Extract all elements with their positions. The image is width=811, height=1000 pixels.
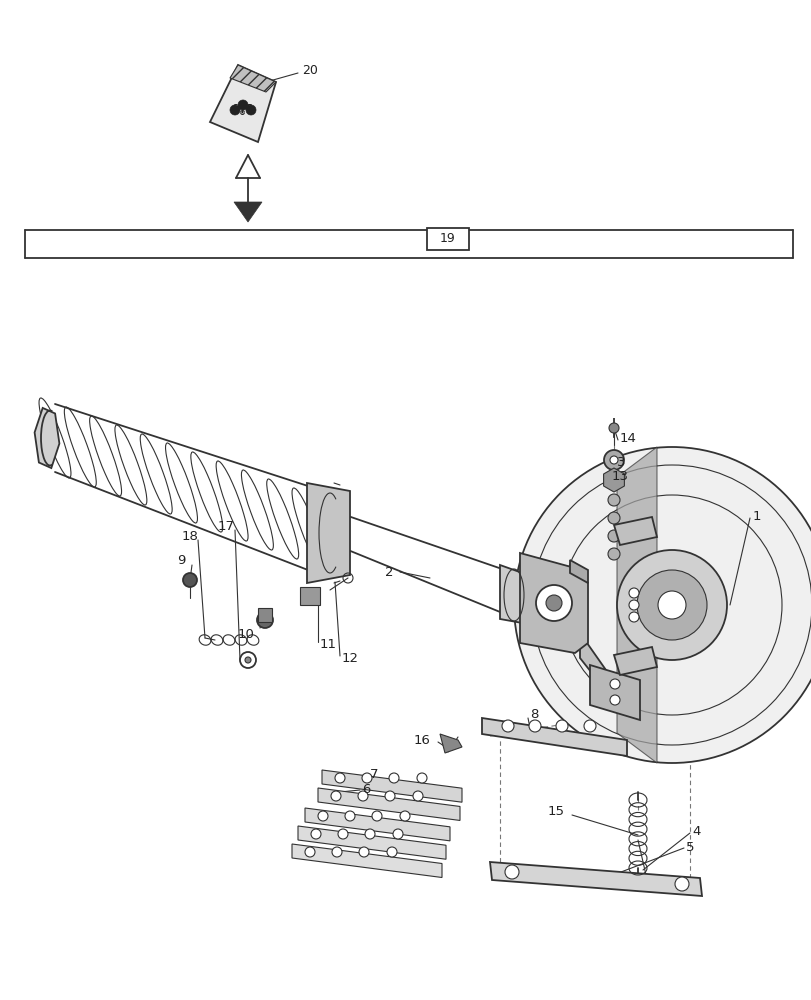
Circle shape <box>513 447 811 763</box>
Polygon shape <box>292 844 441 877</box>
Circle shape <box>245 657 251 663</box>
Circle shape <box>607 494 620 506</box>
Polygon shape <box>305 808 449 841</box>
Polygon shape <box>489 862 702 896</box>
Text: 11: 11 <box>320 639 337 652</box>
Text: 20: 20 <box>302 64 317 77</box>
Polygon shape <box>590 665 639 720</box>
Circle shape <box>400 811 410 821</box>
Text: 14: 14 <box>620 432 636 444</box>
Circle shape <box>609 695 620 705</box>
Circle shape <box>335 773 345 783</box>
Circle shape <box>629 588 638 598</box>
Circle shape <box>393 829 402 839</box>
Circle shape <box>388 773 398 783</box>
Circle shape <box>556 720 568 732</box>
Circle shape <box>238 100 247 110</box>
Text: 18: 18 <box>181 530 198 542</box>
Polygon shape <box>234 202 262 222</box>
Polygon shape <box>482 718 626 756</box>
Polygon shape <box>579 633 624 715</box>
Circle shape <box>608 423 618 433</box>
Polygon shape <box>613 517 656 545</box>
Text: 9: 9 <box>178 554 186 566</box>
Circle shape <box>417 773 427 783</box>
Text: 13: 13 <box>611 471 629 484</box>
Polygon shape <box>569 560 587 583</box>
Text: 2: 2 <box>385 566 393 578</box>
Bar <box>258 608 272 622</box>
Circle shape <box>331 791 341 801</box>
Text: 1: 1 <box>752 510 761 522</box>
Polygon shape <box>519 553 587 653</box>
Text: 8: 8 <box>530 708 538 722</box>
Circle shape <box>583 720 595 732</box>
Polygon shape <box>603 468 624 492</box>
Circle shape <box>358 791 367 801</box>
Circle shape <box>545 595 561 611</box>
Circle shape <box>362 773 371 783</box>
Circle shape <box>636 570 706 640</box>
Text: 6: 6 <box>362 783 370 796</box>
Bar <box>427 228 469 250</box>
Circle shape <box>535 585 571 621</box>
Circle shape <box>504 865 518 879</box>
Text: 4: 4 <box>691 825 700 838</box>
Circle shape <box>230 105 240 115</box>
Text: CASE
®: CASE ® <box>233 104 253 117</box>
Polygon shape <box>35 408 59 468</box>
Polygon shape <box>298 826 445 859</box>
Text: 16: 16 <box>413 734 430 746</box>
Polygon shape <box>616 447 656 763</box>
Circle shape <box>528 720 540 732</box>
Circle shape <box>246 105 255 115</box>
Polygon shape <box>210 65 276 142</box>
Circle shape <box>387 847 397 857</box>
Circle shape <box>318 811 328 821</box>
Circle shape <box>332 847 341 857</box>
Circle shape <box>607 530 620 542</box>
Circle shape <box>384 791 394 801</box>
Text: 7: 7 <box>370 768 378 781</box>
Text: 3: 3 <box>616 456 624 468</box>
Text: 19: 19 <box>440 232 455 245</box>
Circle shape <box>182 573 197 587</box>
Text: 10: 10 <box>237 629 254 642</box>
Circle shape <box>257 612 272 628</box>
Circle shape <box>501 720 513 732</box>
Circle shape <box>305 847 315 857</box>
Text: 17: 17 <box>217 520 234 534</box>
Circle shape <box>609 679 620 689</box>
Circle shape <box>603 450 623 470</box>
Circle shape <box>607 512 620 524</box>
Polygon shape <box>318 788 460 820</box>
Polygon shape <box>440 734 461 753</box>
Circle shape <box>607 548 620 560</box>
Circle shape <box>337 829 348 839</box>
Circle shape <box>657 591 685 619</box>
Circle shape <box>616 550 726 660</box>
Circle shape <box>345 811 354 821</box>
Circle shape <box>629 600 638 610</box>
Polygon shape <box>500 565 527 624</box>
Bar <box>299 587 320 605</box>
Circle shape <box>371 811 381 821</box>
Circle shape <box>358 847 368 857</box>
Text: 15: 15 <box>547 805 564 818</box>
Circle shape <box>365 829 375 839</box>
Circle shape <box>413 791 423 801</box>
Circle shape <box>311 829 320 839</box>
Circle shape <box>609 456 617 464</box>
Circle shape <box>240 652 255 668</box>
Circle shape <box>629 612 638 622</box>
Text: 5: 5 <box>685 841 693 854</box>
Polygon shape <box>230 65 276 92</box>
Polygon shape <box>613 647 656 675</box>
Text: 12: 12 <box>341 652 358 664</box>
Polygon shape <box>307 483 350 583</box>
Polygon shape <box>322 770 461 802</box>
Circle shape <box>674 877 689 891</box>
